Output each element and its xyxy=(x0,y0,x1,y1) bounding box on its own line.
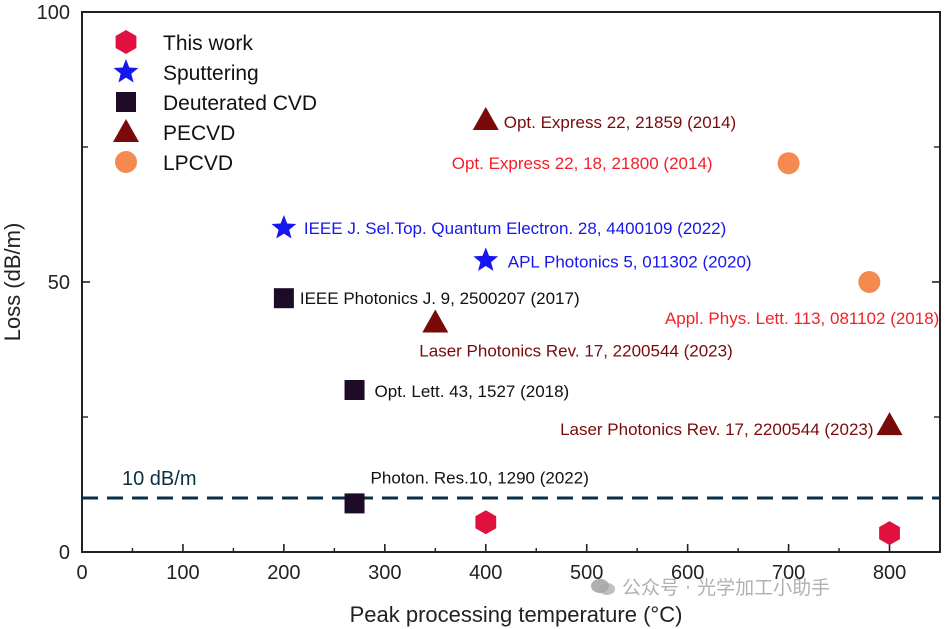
reference-line-label: 10 dB/m xyxy=(122,468,196,490)
data-point-star xyxy=(271,215,297,239)
data-point-square xyxy=(344,493,365,514)
data-point-circle xyxy=(777,152,800,175)
y-tick-label: 100 xyxy=(37,2,70,24)
data-point-triangle xyxy=(472,107,499,130)
watermark-text: 公众号 · 光学加工小助手 xyxy=(622,577,831,599)
point-annotation: Appl. Phys. Lett. 113, 081102 (2018) xyxy=(665,309,939,328)
data-point-triangle xyxy=(876,412,903,436)
x-tick-label: 200 xyxy=(267,562,300,584)
x-tick-label: 500 xyxy=(570,562,603,584)
legend-label: This work xyxy=(163,32,253,55)
data-point-triangle xyxy=(422,309,449,333)
x-tick-label: 0 xyxy=(76,562,87,584)
x-tick-label: 800 xyxy=(873,562,906,584)
legend-marker-triangle xyxy=(113,119,139,142)
y-axis-title: Loss (dB/m) xyxy=(0,223,25,342)
point-annotation: Opt. Express 22, 18, 21800 (2014) xyxy=(452,154,713,173)
x-tick-label: 600 xyxy=(671,562,704,584)
point-annotations: IEEE J. Sel.Top. Quantum Electron. 28, 4… xyxy=(300,113,939,487)
x-tick-label: 400 xyxy=(469,562,502,584)
point-annotation: IEEE J. Sel.Top. Quantum Electron. 28, 4… xyxy=(304,219,726,238)
data-point-circle xyxy=(858,271,881,293)
legend-marker-circle xyxy=(115,151,137,173)
data-point-star xyxy=(473,247,499,271)
legend-label: LPCVD xyxy=(163,152,233,175)
x-tick-label: 100 xyxy=(166,562,199,584)
legend-label: Deuterated CVD xyxy=(163,92,317,115)
point-annotation: IEEE Photonics J. 9, 2500207 (2017) xyxy=(300,289,580,308)
point-annotation: Photon. Res.10, 1290 (2022) xyxy=(371,468,589,487)
y-tick-label: 50 xyxy=(48,272,70,294)
legend-marker-square xyxy=(116,92,136,112)
point-annotation: Opt. Express 22, 21859 (2014) xyxy=(504,113,736,132)
x-tick-label: 700 xyxy=(772,562,805,584)
data-point-square xyxy=(273,288,294,309)
x-tick-label: 300 xyxy=(368,562,401,584)
data-point-hexagon xyxy=(475,510,497,535)
legend-label: Sputtering xyxy=(163,62,259,85)
x-axis-title: Peak processing temperature (°C) xyxy=(350,602,683,627)
data-point-hexagon xyxy=(879,521,900,546)
point-annotation: Laser Photonics Rev. 17, 2200544 (2023) xyxy=(419,342,732,361)
axis-ticks: 0 100 200 300 400 500 600 700 800 0 50 100 xyxy=(37,2,940,584)
watermark: 公众号 · 光学加工小助手 xyxy=(590,573,830,600)
point-annotation: APL Photonics 5, 011302 (2020) xyxy=(508,252,752,271)
legend-label: PECVD xyxy=(163,122,235,145)
legend-marker-star xyxy=(113,59,139,83)
legend-marker-hexagon xyxy=(115,30,137,54)
reference-line-group: 10 dB/m xyxy=(82,468,940,500)
y-tick-label: 0 xyxy=(59,542,70,564)
legend: This work Sputtering Deuterated CVD PECVD LP… xyxy=(113,30,317,175)
data-points xyxy=(271,107,903,546)
point-annotation: Opt. Lett. 43, 1527 (2018) xyxy=(375,382,570,401)
data-point-square xyxy=(344,380,365,400)
wechat-icon xyxy=(591,579,615,595)
point-annotation: Laser Photonics Rev. 17, 2200544 (2023) xyxy=(560,420,873,439)
